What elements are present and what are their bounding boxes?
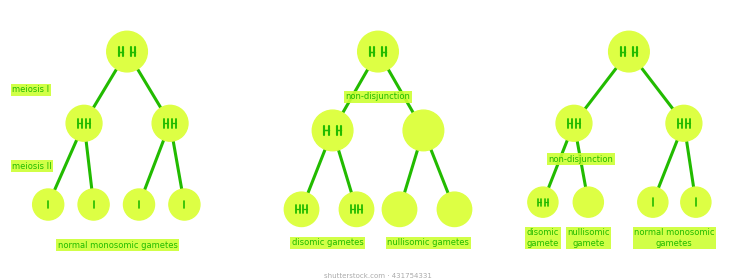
Circle shape <box>403 110 444 151</box>
Text: meiosis I: meiosis I <box>12 85 49 94</box>
Text: meiosis II: meiosis II <box>12 162 52 171</box>
Circle shape <box>123 189 154 220</box>
Text: nullisomic
gamete: nullisomic gamete <box>567 228 609 248</box>
Circle shape <box>681 187 711 217</box>
Circle shape <box>573 187 603 217</box>
Text: disomic gametes: disomic gametes <box>292 238 364 247</box>
Text: normal monosomic
gametes: normal monosomic gametes <box>634 228 714 248</box>
Circle shape <box>358 31 398 72</box>
Circle shape <box>383 192 417 227</box>
Circle shape <box>169 189 200 220</box>
Circle shape <box>556 105 592 141</box>
Circle shape <box>609 31 649 72</box>
Circle shape <box>152 105 188 141</box>
Circle shape <box>33 189 64 220</box>
Text: shutterstock.com · 431754331: shutterstock.com · 431754331 <box>324 273 432 279</box>
Text: nullisomic gametes: nullisomic gametes <box>387 238 469 247</box>
Text: non-disjunction: non-disjunction <box>345 92 411 101</box>
Text: disomic
gamete: disomic gamete <box>527 228 559 248</box>
Circle shape <box>78 189 109 220</box>
Circle shape <box>666 105 702 141</box>
Circle shape <box>66 105 102 141</box>
Circle shape <box>638 187 668 217</box>
Circle shape <box>339 192 373 227</box>
Circle shape <box>312 110 353 151</box>
Text: non-disjunction: non-disjunction <box>549 155 614 164</box>
Circle shape <box>437 192 472 227</box>
Circle shape <box>284 192 319 227</box>
Text: normal monosomic gametes: normal monosomic gametes <box>57 241 178 250</box>
Circle shape <box>107 31 147 72</box>
Circle shape <box>528 187 558 217</box>
